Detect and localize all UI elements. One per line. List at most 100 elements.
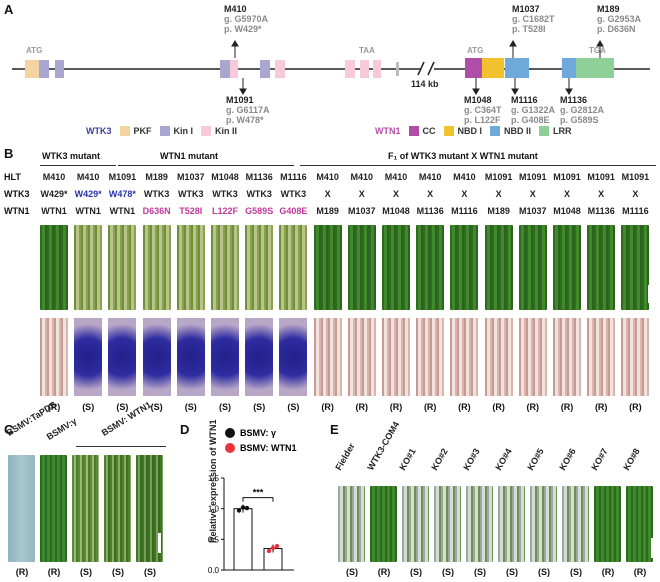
hlt-cell: M1091 bbox=[108, 172, 137, 182]
stain-image bbox=[108, 318, 137, 396]
wtn1-cell: M1136 bbox=[416, 206, 444, 216]
phenotype-label: (R) bbox=[458, 402, 471, 412]
phenotype-label: (S) bbox=[346, 567, 358, 577]
exon-kin2-a bbox=[230, 60, 238, 78]
leaf-image bbox=[621, 225, 650, 310]
legend-marker bbox=[225, 443, 235, 453]
wtk3-cell: X bbox=[495, 189, 502, 199]
stain-image bbox=[553, 318, 581, 396]
wtn1-cell: T528I bbox=[179, 206, 203, 216]
data-point bbox=[266, 548, 272, 554]
mutation-m1091: M1091 g. G6117A p. W478* bbox=[226, 95, 270, 125]
transgenic-leaf bbox=[370, 486, 397, 562]
wtk3-cell: WTK3 bbox=[246, 189, 272, 199]
stain-image bbox=[621, 318, 650, 396]
wtn1-cell: L122F bbox=[211, 206, 238, 216]
phenotype-label: (R) bbox=[389, 402, 403, 412]
panel-c-label: C bbox=[4, 422, 14, 437]
line-label: WTK3-COM4 bbox=[365, 419, 402, 472]
scale-bar bbox=[158, 533, 161, 553]
hlt-cell: M1091 bbox=[553, 172, 581, 182]
panel-e-label: E bbox=[330, 422, 339, 437]
legend-marker bbox=[225, 428, 235, 438]
wtk3-cell: WTK3 bbox=[178, 189, 204, 199]
wtk3-cell: W429* bbox=[74, 189, 102, 199]
group-rule-wtn1 bbox=[118, 165, 294, 166]
nbd1-swatch bbox=[443, 126, 454, 136]
hlt-cell: M1091 bbox=[621, 172, 650, 182]
stain-image bbox=[347, 318, 376, 396]
hlt-cell: M1116 bbox=[280, 172, 307, 182]
phenotype-label: (S) bbox=[150, 402, 163, 412]
phenotype-label: (R) bbox=[594, 402, 608, 412]
phenotype-label: (R) bbox=[633, 567, 647, 577]
wtn1-cell: G408E bbox=[279, 206, 308, 216]
leaf-image bbox=[108, 225, 137, 310]
phenotype-label: (S) bbox=[144, 567, 156, 577]
kin1-swatch bbox=[159, 126, 170, 136]
exon-kin2-b bbox=[275, 60, 285, 78]
pkf-swatch bbox=[119, 126, 130, 136]
data-point bbox=[244, 505, 250, 511]
exon-kin2-e bbox=[373, 60, 381, 78]
transgenic-leaf bbox=[434, 486, 461, 562]
transgenic-leaf bbox=[466, 486, 493, 562]
stain-image bbox=[211, 318, 239, 396]
wtn1-cell: M1136 bbox=[587, 206, 615, 216]
stain-image bbox=[450, 318, 479, 396]
phenotype-label: (S) bbox=[538, 567, 550, 577]
hlt-cell: M1037 bbox=[177, 172, 205, 182]
panel-d-label: D bbox=[180, 422, 190, 437]
scale-bar bbox=[648, 285, 651, 303]
wtk3-legend: WTK3 PKF Kin I Kin II bbox=[86, 126, 237, 136]
wtk3-cell: W429* bbox=[40, 189, 68, 199]
phenotype-label: (R) bbox=[492, 402, 505, 412]
y-tick-label: 0.5 bbox=[208, 535, 220, 544]
leaf-image bbox=[40, 225, 68, 310]
wtk3-cell: X bbox=[427, 189, 434, 199]
line-label: Fielder bbox=[333, 441, 357, 472]
exon-nbd1 bbox=[482, 58, 504, 78]
phenotype-label: (R) bbox=[321, 402, 334, 412]
y-tick-label: 0.0 bbox=[208, 566, 220, 575]
hlt-cell: M410 bbox=[453, 172, 476, 182]
hlt-cell: M1091 bbox=[519, 172, 547, 182]
bar bbox=[233, 508, 253, 571]
wtk3-cell: X bbox=[529, 189, 536, 199]
group-header-wtn1: WTN1 mutant bbox=[160, 151, 218, 161]
line-label: KO#7 bbox=[589, 446, 610, 472]
phenotype-label: (R) bbox=[377, 567, 391, 577]
phenotype-label: (R) bbox=[47, 567, 61, 577]
wtk3-cell: X bbox=[598, 189, 605, 199]
lrr-swatch bbox=[539, 126, 549, 136]
scale-bar bbox=[651, 538, 654, 558]
phenotype-label: (R) bbox=[355, 402, 369, 412]
legend-label: BSMV: γ bbox=[240, 428, 276, 438]
line-label: KO#5 bbox=[525, 446, 546, 472]
hlt-cell: M410 bbox=[316, 172, 339, 182]
leaf-image bbox=[74, 225, 103, 310]
transgenic-leaf bbox=[594, 486, 621, 562]
exon-pkf bbox=[25, 60, 39, 78]
line-label: KO#1 bbox=[397, 446, 418, 472]
transgenic-leaf bbox=[498, 486, 525, 562]
leaf-image bbox=[142, 225, 171, 310]
vigs-leaf bbox=[72, 455, 99, 562]
phenotype-label: (S) bbox=[184, 402, 197, 412]
phenotype-label: (S) bbox=[287, 402, 300, 412]
mutation-m189: M189 g. G2953A p. D636N bbox=[597, 4, 642, 34]
phenotype-label: (S) bbox=[506, 567, 518, 577]
expression-chart: BSMV: γ BSMV: WTN1 0.0 0.5 1.0 1.5 *** bbox=[208, 428, 297, 575]
hlt-cell: M410 bbox=[384, 172, 408, 182]
mutation-m1048: M1048 g. C364T p. L122F bbox=[464, 95, 502, 125]
wtn1-cell: D636N bbox=[142, 206, 171, 216]
wtn1-cell: M189 bbox=[316, 206, 339, 216]
tga-label: TGA bbox=[589, 46, 606, 55]
line-label: KO#4 bbox=[493, 446, 514, 472]
hlt-cell: M410 bbox=[76, 172, 100, 182]
leaf-image bbox=[347, 225, 376, 310]
gap-slash-1 bbox=[417, 61, 425, 76]
hlt-cell: M1136 bbox=[245, 172, 273, 182]
cc-swatch bbox=[408, 126, 419, 136]
gap-slash-2 bbox=[427, 61, 435, 76]
